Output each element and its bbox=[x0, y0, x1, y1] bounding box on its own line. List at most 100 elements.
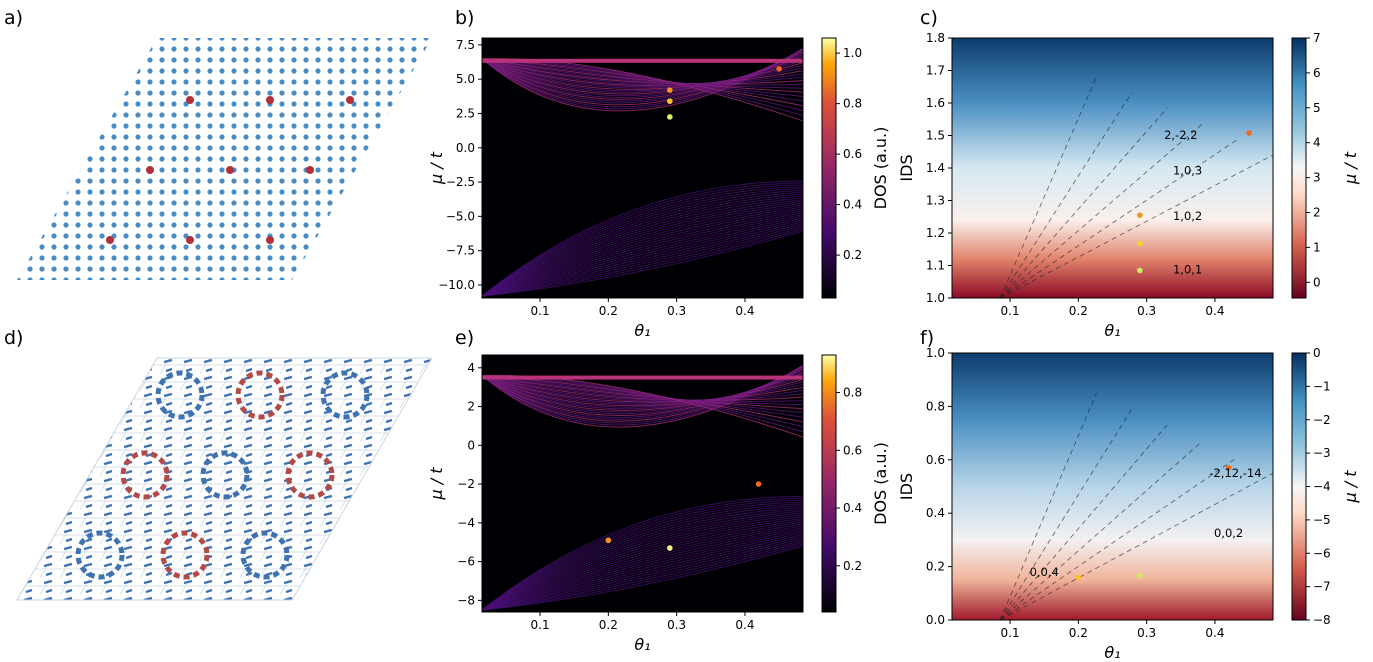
dos-band bbox=[481, 497, 804, 611]
colorbar-label: μ / t bbox=[1341, 151, 1360, 185]
y-axis-label: IDS bbox=[897, 473, 916, 500]
y-axis-label: μ / t bbox=[427, 151, 446, 185]
x-tick-label: 0.4 bbox=[1205, 304, 1224, 318]
annotation: 1,0,1 bbox=[1173, 263, 1202, 277]
y-tick-label: −7.5 bbox=[446, 244, 475, 258]
dos-band bbox=[481, 519, 804, 611]
y-tick-label: 1.7 bbox=[926, 64, 945, 78]
colorbar-tick-label: 0.2 bbox=[843, 248, 862, 262]
marker bbox=[1137, 212, 1143, 218]
colorbar-tick-label: 0.4 bbox=[843, 198, 862, 212]
dos-band bbox=[481, 510, 804, 611]
colorbar-tick-label: −7 bbox=[1313, 580, 1331, 594]
dos-band bbox=[481, 514, 804, 611]
dos-band bbox=[481, 58, 804, 88]
fan-line bbox=[999, 154, 1274, 299]
dos-band bbox=[481, 534, 804, 611]
y-tick-label: −4 bbox=[457, 516, 475, 530]
y-axis-label: IDS bbox=[897, 154, 916, 181]
x-tick-label: 0.1 bbox=[531, 618, 550, 632]
dos-band bbox=[481, 375, 804, 402]
fan-line bbox=[999, 92, 1133, 299]
marker bbox=[667, 87, 673, 93]
spin-texture-d bbox=[16, 357, 433, 601]
marker bbox=[1137, 267, 1143, 274]
colorbar-tick-label: 0.4 bbox=[843, 501, 862, 515]
annotation: -2,12,-14 bbox=[1209, 466, 1261, 480]
colorbar-tick-label: −5 bbox=[1313, 513, 1331, 527]
dos-band bbox=[481, 199, 804, 297]
annotation: 2,-2,2 bbox=[1164, 128, 1197, 142]
dos-band bbox=[481, 215, 804, 297]
x-tick-label: 0.2 bbox=[1069, 304, 1088, 318]
y-tick-label: −10.0 bbox=[438, 278, 475, 292]
x-axis-label: θ₁ bbox=[1104, 643, 1120, 658]
fan-line bbox=[999, 408, 1133, 621]
dos-band bbox=[481, 499, 804, 611]
fan-line bbox=[999, 456, 1238, 621]
colorbar-tick-label: 0.6 bbox=[843, 147, 862, 161]
colorbar-tick-label: −4 bbox=[1313, 480, 1331, 494]
x-tick-label: 0.3 bbox=[1137, 626, 1156, 640]
dos-band bbox=[481, 221, 804, 297]
dos-band bbox=[481, 213, 804, 297]
dos-band bbox=[481, 226, 804, 297]
panel-label: a) bbox=[4, 7, 23, 29]
dos-band bbox=[481, 58, 804, 85]
y-tick-label: 1.0 bbox=[926, 346, 945, 360]
dos-band bbox=[481, 508, 804, 611]
colorbar-tick-label: 6 bbox=[1313, 66, 1321, 80]
y-tick-label: −8 bbox=[457, 593, 475, 607]
x-axis-label: θ₁ bbox=[1104, 321, 1120, 340]
dos-band bbox=[481, 541, 804, 611]
spin-texture-a bbox=[17, 38, 432, 280]
dos-band bbox=[481, 527, 804, 611]
marker bbox=[1246, 130, 1252, 136]
dos-band bbox=[481, 58, 804, 85]
dos-band bbox=[481, 210, 804, 297]
y-tick-label: 1.6 bbox=[926, 96, 945, 110]
dos-band bbox=[481, 202, 804, 297]
dos-band bbox=[481, 189, 804, 297]
x-tick-label: 0.1 bbox=[1001, 626, 1020, 640]
dos-band-top bbox=[482, 58, 803, 63]
y-tick-label: 5.0 bbox=[456, 72, 475, 86]
dos-band bbox=[481, 517, 804, 611]
y-tick-label: 0.0 bbox=[456, 141, 475, 155]
panel-label: d) bbox=[4, 327, 23, 349]
dos-band bbox=[481, 374, 804, 410]
dos-band bbox=[481, 197, 804, 297]
y-tick-label: 1.4 bbox=[926, 161, 945, 175]
dos-band bbox=[481, 372, 804, 411]
dos-band bbox=[481, 532, 804, 611]
fan-line bbox=[999, 76, 1097, 299]
dos-band bbox=[481, 184, 804, 297]
colorbar-tick-label: −1 bbox=[1313, 379, 1331, 393]
x-tick-label: 0.3 bbox=[1137, 304, 1156, 318]
annotation: 1,0,2 bbox=[1173, 209, 1202, 223]
colorbar-label: μ / t bbox=[1341, 470, 1360, 504]
x-axis-label: θ₁ bbox=[634, 635, 650, 654]
y-tick-label: 0.4 bbox=[926, 506, 945, 520]
y-tick-label: −2.5 bbox=[446, 175, 475, 189]
dos-band bbox=[481, 521, 804, 611]
colorbar-tick-label: 4 bbox=[1313, 136, 1321, 150]
dos-band bbox=[481, 505, 804, 611]
dos-band bbox=[481, 375, 804, 410]
axes-frame bbox=[481, 354, 804, 613]
fan-line bbox=[999, 472, 1274, 621]
dos-band bbox=[481, 495, 804, 611]
dos-band bbox=[481, 204, 804, 297]
panel-label: b) bbox=[455, 7, 474, 29]
dos-band bbox=[481, 375, 804, 402]
colorbar-tick-label: −8 bbox=[1313, 613, 1331, 627]
colorbar-tick-label: −6 bbox=[1313, 546, 1331, 560]
annotation: 0,0,2 bbox=[1214, 526, 1243, 540]
spin-texture-d-vortices bbox=[75, 370, 370, 580]
dos-band bbox=[481, 516, 804, 611]
fan-line bbox=[999, 139, 1238, 299]
dos-band bbox=[481, 58, 804, 86]
colorbar-tick-label: 3 bbox=[1313, 171, 1321, 185]
x-tick-label: 0.2 bbox=[599, 304, 618, 318]
